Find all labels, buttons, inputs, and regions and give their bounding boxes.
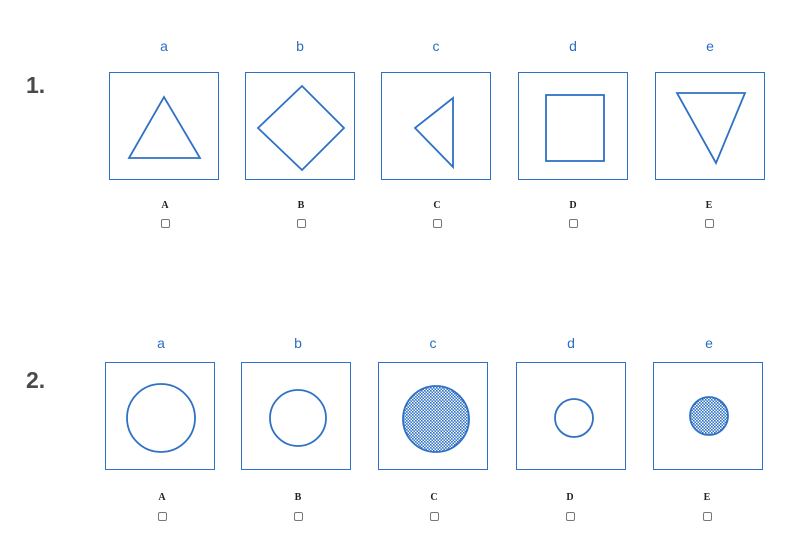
option-label-e: E — [705, 200, 713, 211]
large-dotted-circle-icon — [402, 385, 470, 453]
panel-b — [241, 362, 351, 470]
medium-circle-icon — [269, 389, 327, 447]
option-checkbox-c[interactable] — [430, 512, 439, 521]
large-circle-icon — [126, 383, 196, 453]
option-label-a: A — [161, 200, 169, 211]
column-letter-c: c — [429, 335, 437, 351]
panel-d — [518, 72, 628, 180]
column-letter-d: d — [569, 38, 577, 54]
option-label-d: D — [569, 200, 577, 211]
small-circle-icon — [554, 398, 594, 438]
option-checkbox-c[interactable] — [433, 219, 442, 228]
column-letter-b: b — [296, 38, 304, 54]
panel-a — [109, 72, 219, 180]
question-number: 1. — [26, 72, 46, 98]
small-dotted-circle-icon — [689, 396, 729, 436]
column-letter-c: c — [432, 38, 440, 54]
column-letter-e: e — [705, 335, 713, 351]
column-letter-a: a — [160, 38, 168, 54]
option-label-c: C — [433, 200, 441, 211]
option-checkbox-e[interactable] — [705, 219, 714, 228]
option-checkbox-d[interactable] — [569, 219, 578, 228]
triangle-up-icon — [127, 95, 202, 159]
column-letter-b: b — [294, 335, 302, 351]
option-label-a: A — [158, 492, 166, 503]
panel-c — [381, 72, 491, 180]
option-checkbox-e[interactable] — [703, 512, 712, 521]
option-label-e: E — [703, 492, 711, 503]
triangle-down-icon — [675, 92, 747, 166]
panel-a — [105, 362, 215, 470]
square-icon — [545, 94, 605, 162]
option-checkbox-a[interactable] — [158, 512, 167, 521]
option-label-b: B — [297, 200, 305, 211]
option-checkbox-a[interactable] — [161, 219, 170, 228]
option-checkbox-b[interactable] — [294, 512, 303, 521]
option-label-c: C — [430, 492, 438, 503]
diamond-icon — [256, 84, 346, 172]
panel-e — [655, 72, 765, 180]
panel-e — [653, 362, 763, 470]
panel-b — [245, 72, 355, 180]
panel-d — [516, 362, 626, 470]
triangle-left-icon — [413, 96, 454, 170]
column-letter-e: e — [706, 38, 714, 54]
panel-c — [378, 362, 488, 470]
column-letter-a: a — [157, 335, 165, 351]
question-number: 2. — [26, 367, 46, 393]
option-label-b: B — [294, 492, 302, 503]
option-checkbox-d[interactable] — [566, 512, 575, 521]
column-letter-d: d — [567, 335, 575, 351]
option-label-d: D — [566, 492, 574, 503]
option-checkbox-b[interactable] — [297, 219, 306, 228]
